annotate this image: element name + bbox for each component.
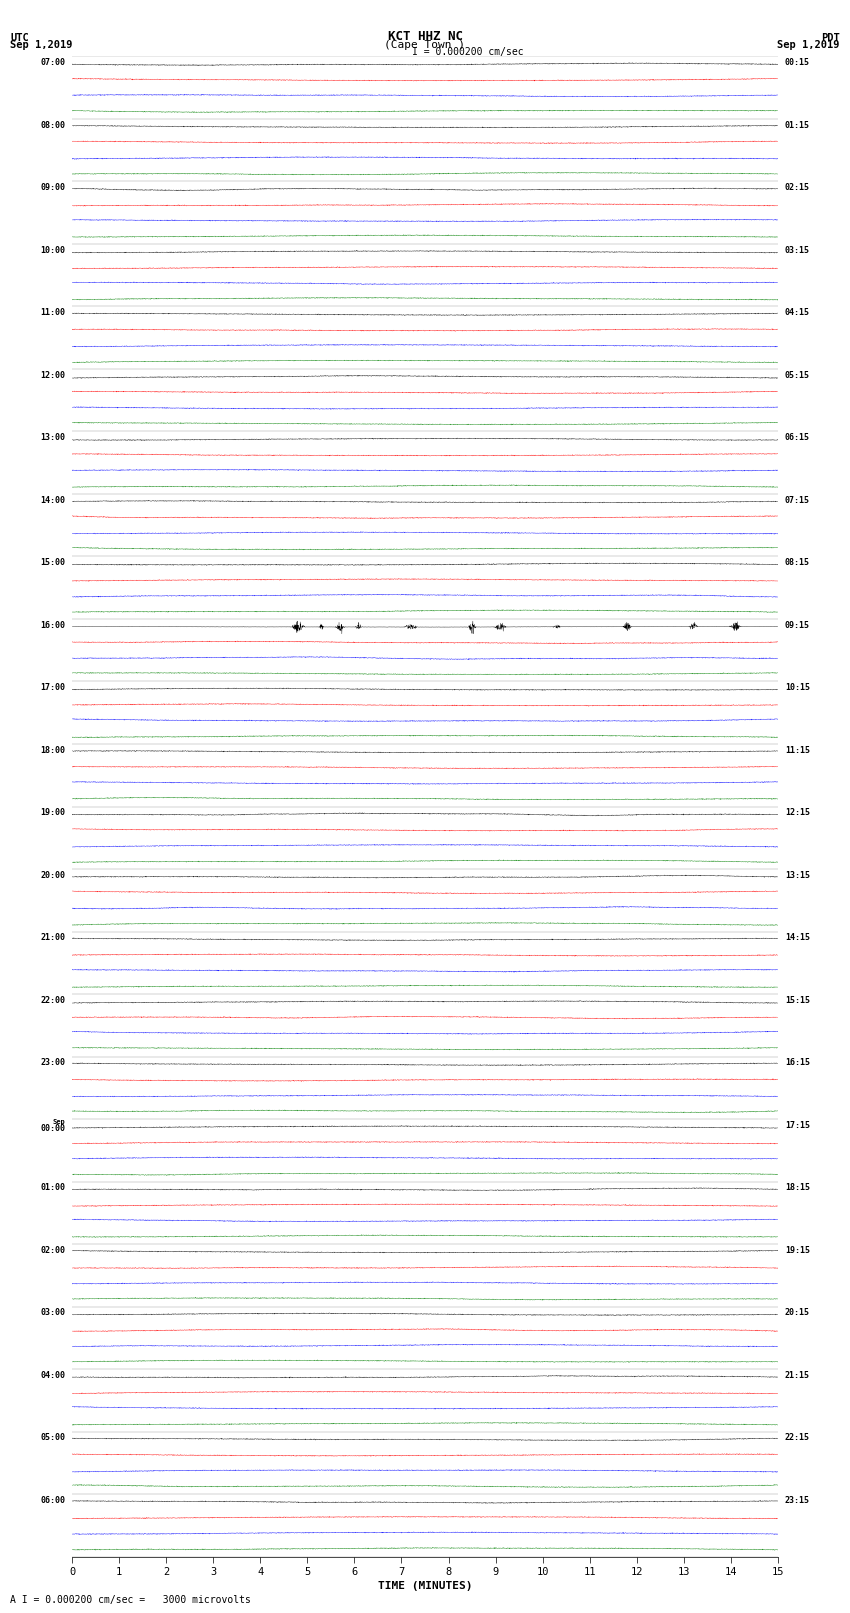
Text: 18:15: 18:15 [785,1184,810,1192]
Text: 07:15: 07:15 [785,495,810,505]
Text: 20:15: 20:15 [785,1308,810,1318]
Text: 06:00: 06:00 [40,1495,65,1505]
Text: I = 0.000200 cm/sec: I = 0.000200 cm/sec [412,47,524,58]
Text: 13:15: 13:15 [785,871,810,879]
Text: 15:00: 15:00 [40,558,65,568]
Text: 03:15: 03:15 [785,245,810,255]
Text: KCT HHZ NC: KCT HHZ NC [388,29,462,44]
Text: 09:00: 09:00 [40,184,65,192]
Text: 08:00: 08:00 [40,121,65,129]
Text: 13:00: 13:00 [40,434,65,442]
Text: 01:15: 01:15 [785,121,810,129]
Text: 01:00: 01:00 [40,1184,65,1192]
Text: 05:15: 05:15 [785,371,810,379]
Text: 08:15: 08:15 [785,558,810,568]
Text: 19:15: 19:15 [785,1245,810,1255]
Text: 00:00: 00:00 [40,1124,65,1132]
Text: 04:00: 04:00 [40,1371,65,1379]
Text: 16:00: 16:00 [40,621,65,629]
Text: 00:15: 00:15 [785,58,810,68]
Text: 07:00: 07:00 [40,58,65,68]
Text: 02:00: 02:00 [40,1245,65,1255]
Text: Sep 1,2019: Sep 1,2019 [777,40,840,50]
Text: 23:15: 23:15 [785,1495,810,1505]
Text: 17:15: 17:15 [785,1121,810,1129]
Text: 11:00: 11:00 [40,308,65,318]
Text: 06:15: 06:15 [785,434,810,442]
Text: 22:00: 22:00 [40,995,65,1005]
Text: 12:15: 12:15 [785,808,810,818]
Text: 21:00: 21:00 [40,934,65,942]
Text: 17:00: 17:00 [40,684,65,692]
Text: UTC: UTC [10,32,29,44]
Text: 14:00: 14:00 [40,495,65,505]
Text: PDT: PDT [821,32,840,44]
Text: 11:15: 11:15 [785,745,810,755]
Text: 10:00: 10:00 [40,245,65,255]
Text: 15:15: 15:15 [785,995,810,1005]
Text: 14:15: 14:15 [785,934,810,942]
Text: 02:15: 02:15 [785,184,810,192]
Text: A I = 0.000200 cm/sec =   3000 microvolts: A I = 0.000200 cm/sec = 3000 microvolts [10,1595,251,1605]
Text: 16:15: 16:15 [785,1058,810,1068]
Text: 05:00: 05:00 [40,1434,65,1442]
Text: Sep 1,2019: Sep 1,2019 [10,40,73,50]
Text: 03:00: 03:00 [40,1308,65,1318]
Text: (Cape Town ): (Cape Town ) [384,40,466,50]
Text: 09:15: 09:15 [785,621,810,629]
Text: Sep: Sep [53,1119,65,1126]
Text: 10:15: 10:15 [785,684,810,692]
X-axis label: TIME (MINUTES): TIME (MINUTES) [377,1581,473,1590]
Text: 18:00: 18:00 [40,745,65,755]
Text: 19:00: 19:00 [40,808,65,818]
Text: 23:00: 23:00 [40,1058,65,1068]
Text: 12:00: 12:00 [40,371,65,379]
Text: 22:15: 22:15 [785,1434,810,1442]
Text: 21:15: 21:15 [785,1371,810,1379]
Text: 04:15: 04:15 [785,308,810,318]
Text: 20:00: 20:00 [40,871,65,879]
